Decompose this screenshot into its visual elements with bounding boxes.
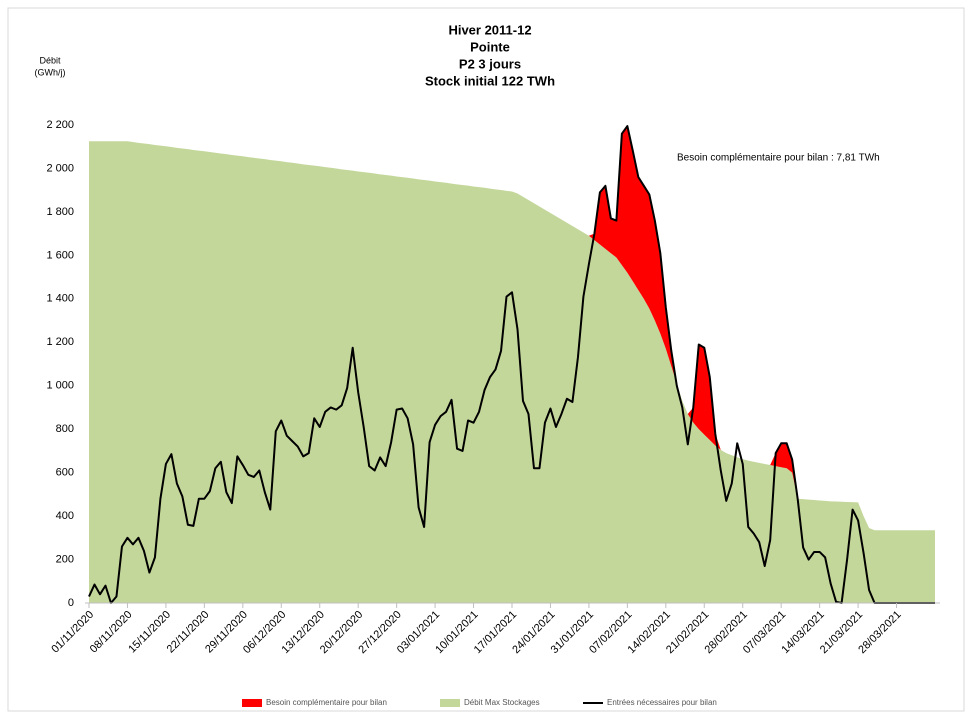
chart-title: P2 3 jours [459,56,521,71]
y-tick-label: 1 800 [46,206,74,218]
y-axis-label: Débit [39,55,61,65]
y-tick-label: 0 [68,597,74,609]
y-tick-label: 2 200 [46,119,74,131]
chart-title: Hiver 2011-12 [448,22,531,37]
legend-swatch [440,699,460,707]
y-tick-label: 2 000 [46,162,74,174]
y-tick-label: 600 [56,467,74,479]
legend-label: Entrées nécessaires pour bilan [607,698,717,707]
y-axis-label: (GWh/j) [35,67,66,77]
y-tick-label: 1 600 [46,249,74,261]
annotation: Besoin complémentaire pour bilan : 7,81 … [677,153,880,164]
y-tick-label: 1 000 [46,380,74,392]
chart-title: Pointe [470,39,510,54]
y-tick-label: 1 400 [46,293,74,305]
line [88,125,935,604]
legend-label: Débit Max Stockages [464,698,540,707]
legend-label: Besoin complémentaire pour bilan [266,698,387,707]
chart-title: Stock initial 122 TWh [425,73,555,88]
y-tick-label: 400 [56,510,74,522]
y-tick-label: 1 200 [46,336,74,348]
y-tick-label: 200 [56,553,74,565]
legend-swatch [242,699,262,707]
y-tick-label: 800 [56,423,74,435]
